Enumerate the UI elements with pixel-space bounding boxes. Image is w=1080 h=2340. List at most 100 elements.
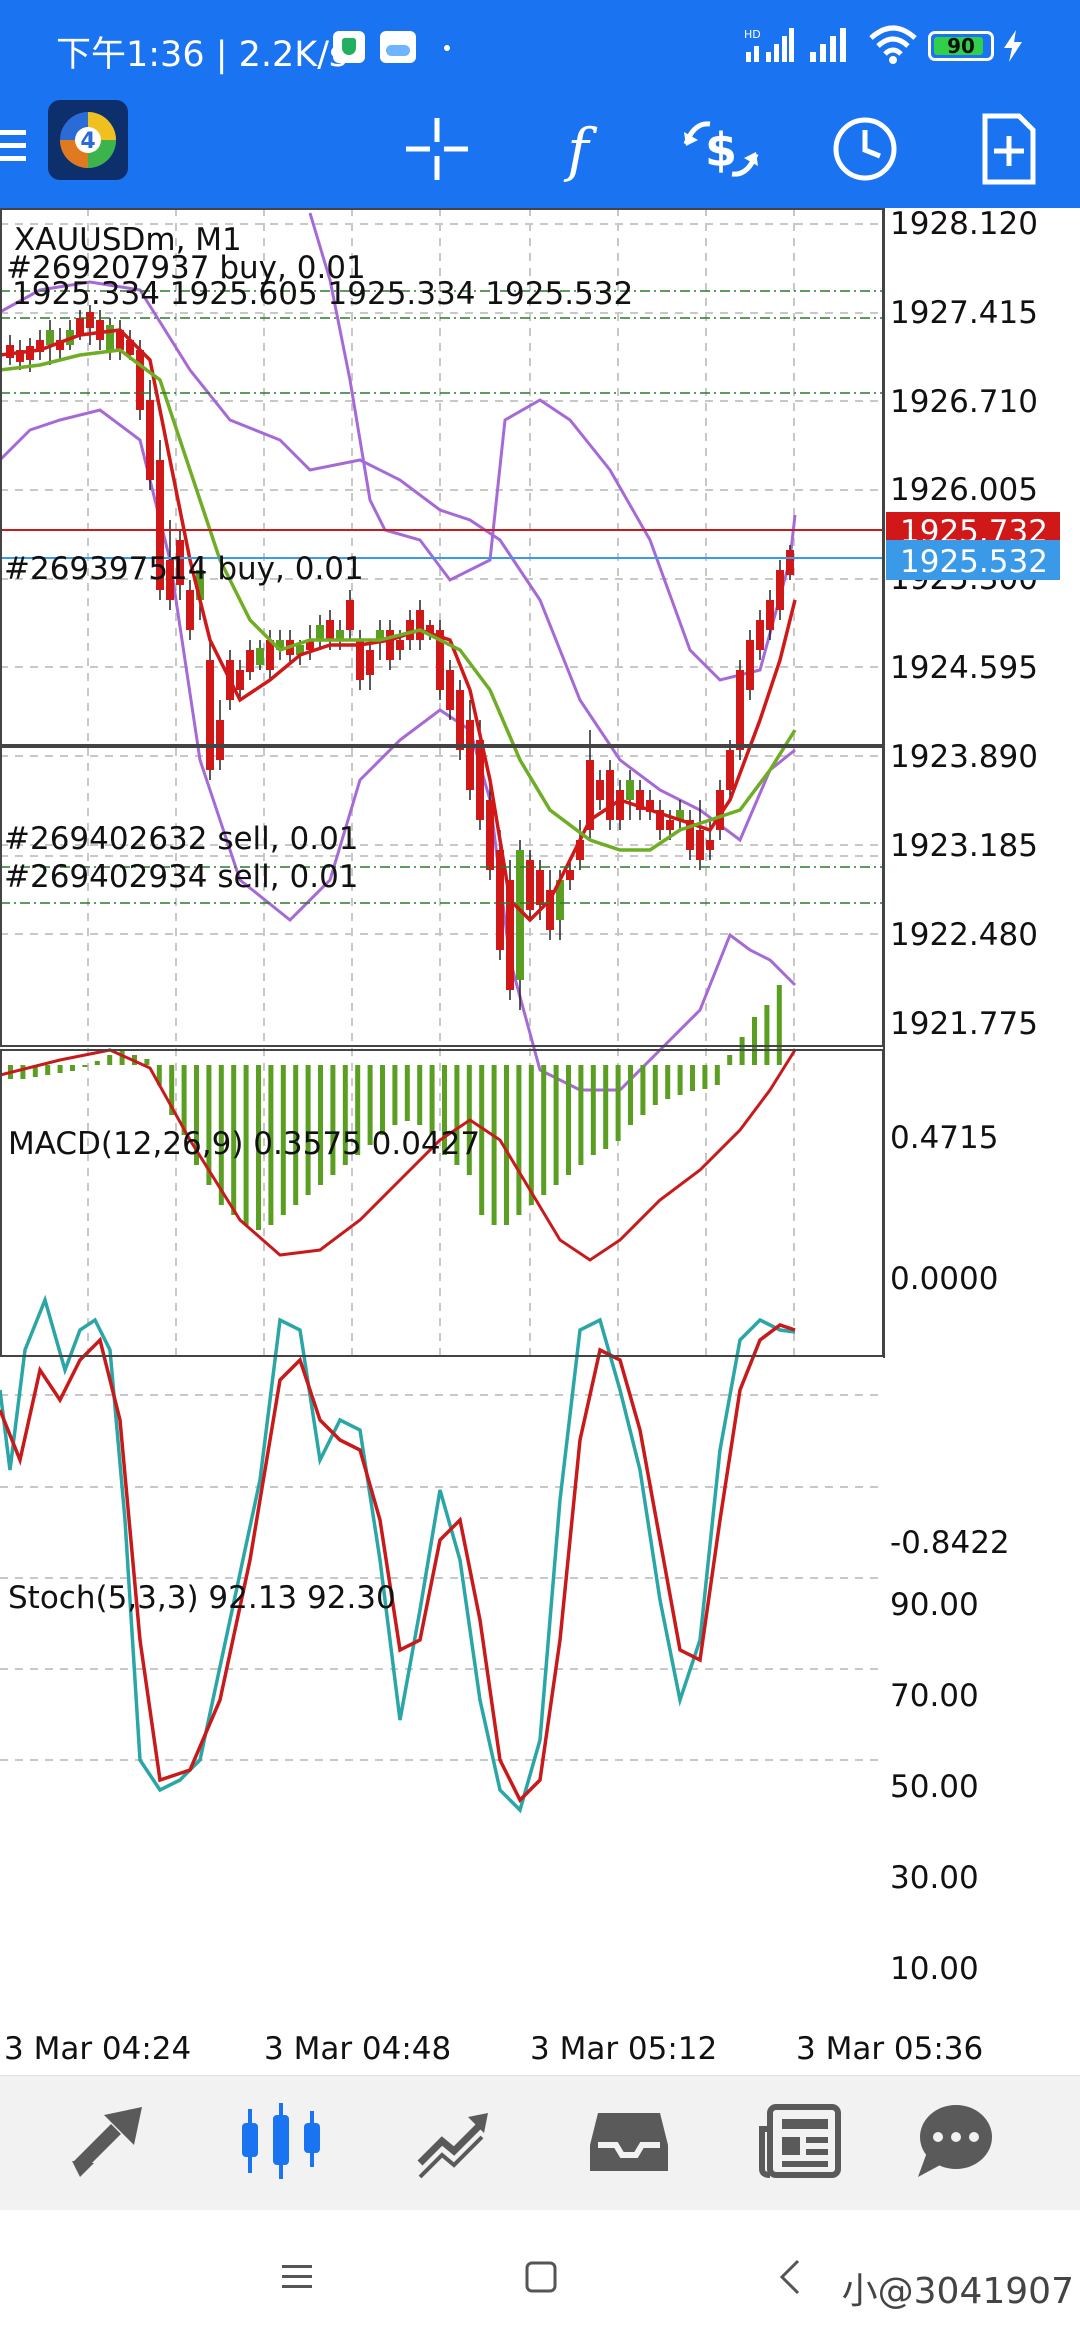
macd-bar	[727, 1055, 733, 1065]
candle-body	[146, 400, 154, 480]
candle-body	[566, 870, 574, 880]
time-tick: 3 Mar 05:12	[530, 2031, 717, 2067]
candle-body	[36, 340, 44, 352]
candle-body	[666, 820, 674, 830]
watermark-text: 小@3041907	[841, 2271, 1074, 2312]
time-tick: 3 Mar 04:48	[264, 2031, 451, 2067]
macd-bar	[280, 1065, 286, 1215]
macd-bar	[218, 1065, 224, 1205]
quotes-icon[interactable]	[64, 2101, 154, 2181]
price-tick: 1928.120	[890, 208, 1038, 242]
crosshair-icon[interactable]	[392, 104, 482, 194]
candle-body	[56, 340, 64, 350]
price-tick: 1926.005	[890, 472, 1038, 508]
price-tick: 1927.415	[890, 295, 1038, 331]
macd-bar	[107, 1055, 113, 1065]
order-label-2: #269397514 buy, 0.01	[4, 551, 364, 587]
messages-icon[interactable]	[908, 2101, 998, 2181]
macd-bar	[45, 1065, 51, 1075]
bottom-navigation	[0, 2075, 1080, 2210]
candle-body	[326, 620, 334, 640]
macd-bar	[70, 1065, 75, 1071]
candle-body	[256, 648, 264, 665]
battery-icon: 90	[928, 31, 994, 61]
macd-bar	[380, 1065, 385, 1135]
back-nav-icon[interactable]	[774, 2258, 808, 2296]
macd-bar	[541, 1065, 547, 1195]
candle-body	[626, 780, 634, 800]
macd-tick: -0.8422	[890, 1525, 1010, 1561]
macd-bar	[516, 1065, 522, 1215]
candle-body	[766, 600, 774, 630]
macd-bar	[417, 1065, 423, 1125]
candle-body	[466, 720, 474, 790]
svg-text:f: f	[563, 116, 598, 184]
macd-bar	[256, 1065, 261, 1230]
candle-body	[96, 320, 104, 340]
macd-bar	[702, 1065, 708, 1089]
price-tick: 1924.595	[890, 650, 1038, 686]
macd-indicator	[0, 985, 797, 1262]
candle-body	[386, 630, 394, 660]
trade-icon[interactable]: $	[676, 104, 766, 194]
macd-bar	[156, 1065, 162, 1085]
macd-bar	[528, 1065, 534, 1205]
macd-bar	[404, 1065, 410, 1121]
candle-body	[596, 780, 604, 800]
battery-level	[934, 37, 983, 55]
news-icon[interactable]	[756, 2101, 846, 2181]
signal-hd-icon: HD	[744, 28, 794, 62]
candle-body	[756, 620, 764, 650]
history-icon[interactable]	[584, 2101, 674, 2181]
macd-bar	[628, 1065, 633, 1125]
candle-body	[346, 600, 354, 630]
macd-bar	[776, 985, 782, 1065]
bid-price-label: 1925.532	[900, 544, 1048, 580]
upper-band	[308, 212, 797, 682]
candle-body	[216, 720, 224, 760]
shield-notification-icon	[333, 31, 365, 63]
candle-body	[16, 350, 24, 362]
candle-body	[546, 890, 554, 930]
stoch-tick: 70.00	[890, 1678, 979, 1714]
timeframe-icon[interactable]	[820, 104, 910, 194]
candle-body	[276, 640, 284, 650]
macd-bar	[293, 1065, 299, 1205]
chart-icon[interactable]	[236, 2101, 326, 2181]
charging-bolt-icon	[1004, 30, 1022, 62]
macd-bar	[367, 1065, 373, 1145]
macd-bar	[603, 1065, 609, 1149]
home-nav-icon[interactable]	[524, 2260, 558, 2294]
candle-body	[416, 610, 424, 640]
macd-bar	[690, 1065, 695, 1091]
price-chart[interactable]: 1928.120 1927.415 1926.710 1926.005 1925…	[0, 208, 1080, 2075]
more-notifications-dot-icon	[444, 45, 450, 51]
candle-body	[366, 650, 374, 675]
candle-body	[556, 880, 564, 920]
trade-nav-icon[interactable]	[408, 2101, 498, 2181]
macd-bar	[57, 1065, 63, 1073]
menu-nav-icon[interactable]	[280, 2260, 314, 2294]
candle-body	[576, 840, 584, 860]
candle-body	[206, 660, 214, 770]
candle-body	[786, 550, 794, 575]
mt4-logo-icon[interactable]: 4	[48, 100, 128, 180]
candle-body	[126, 340, 134, 355]
candlesticks	[6, 305, 794, 1010]
price-axis: 1928.120 1927.415 1926.710 1926.005 1925…	[890, 208, 1038, 1042]
candle-body	[746, 640, 754, 690]
candle-body	[526, 860, 534, 910]
add-object-icon[interactable]	[963, 104, 1053, 194]
candle-body	[106, 325, 114, 350]
menu-icon[interactable]	[0, 126, 30, 166]
stoch-title: Stoch(5,3,3) 92.13 92.30	[8, 1580, 396, 1616]
stochastic-indicator	[0, 1294, 796, 1814]
candle-body	[446, 670, 454, 710]
macd-bar	[454, 1065, 460, 1165]
macd-bar	[504, 1065, 509, 1225]
indicators-icon[interactable]: f	[533, 104, 623, 194]
price-tick: 1921.775	[890, 1006, 1038, 1042]
candle-body	[316, 625, 324, 640]
time-tick: 3 Mar 04:24	[4, 2031, 191, 2067]
chart-symbol-title: XAUUSDm, M1	[14, 222, 242, 258]
